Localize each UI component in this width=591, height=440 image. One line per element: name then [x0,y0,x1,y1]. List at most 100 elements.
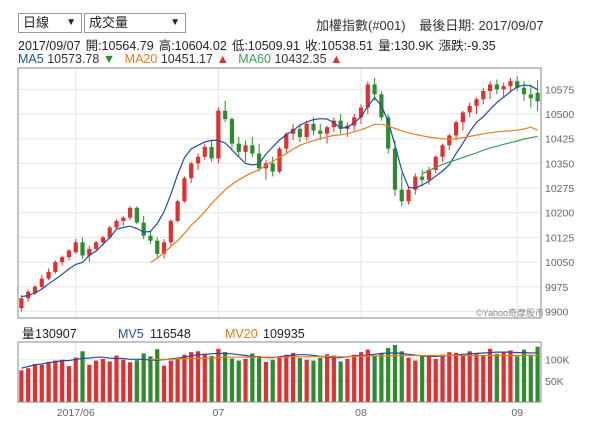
last-date-label: 最後日期: [419,18,475,33]
candle-body [331,120,336,128]
change-label: 漲跌: [438,39,468,53]
chevron-down-icon: ▼ [66,17,76,28]
chart-title: 加權指數(#001) [316,18,406,33]
volume-bar [236,360,241,402]
volume-bar [73,357,78,402]
volume-bar [379,353,384,402]
candle-body [46,271,51,279]
volume-bar [535,346,540,402]
volume-bar [453,352,459,402]
candle-body [257,153,262,169]
volume-bar [440,354,445,402]
candle-body [73,242,78,253]
close-value: 10538.51 [320,39,374,53]
last-date-value: 2017/09/07 [478,18,544,33]
volume-average-lines [21,351,538,369]
ma-line-ma60 [421,135,538,175]
volume-bar [284,354,289,402]
x-tick-label: 07 [213,407,225,419]
high-value: 10604.02 [174,39,227,53]
candle-body [216,110,221,159]
volume-bar [365,349,370,402]
price-y-tick-label: 10575 [545,84,574,96]
close-label: 收: [304,39,321,53]
volume-bar [386,347,391,402]
volume-bar [481,355,486,402]
volume-bar [528,354,533,402]
candle-body [494,84,499,90]
watermark: ©Yahoo奇摩股市 [476,307,544,318]
volume-bar [324,354,330,402]
volume-bar [426,356,432,402]
volume-bar [127,362,133,402]
candle-body [39,278,44,287]
chart-header: 加權指數(#001) 最後日期: 2017/09/07 [316,15,544,34]
low-label: 低: [231,39,248,53]
candle-body [413,176,418,190]
ma20-label: MA20 [124,52,158,66]
candlestick-series [19,76,540,312]
volume-bar [467,351,472,402]
volume-line-mv20 [150,354,538,361]
volume-label: 量: [378,39,395,53]
candle-body [420,176,425,180]
volume-bar [53,360,58,402]
volume-bars [19,344,540,402]
volume-bar [338,361,343,402]
candle-body [297,128,302,138]
change-value: -9.35 [467,39,496,53]
volume-bar [175,358,180,402]
candle-body [32,286,38,294]
price-y-tick-label: 10350 [545,158,574,170]
candle-body [277,148,282,172]
volume-bar [216,348,221,402]
ma5-label: MA5 [18,52,44,66]
indicator-select[interactable]: 成交量 ▼ [84,13,186,33]
volume-bar [209,355,214,402]
price-panel-border [17,67,542,319]
volume-bar [420,355,425,402]
candle-body [352,117,357,126]
volume-bar [474,353,479,402]
volume-value: 130.9K [394,39,434,53]
volume-bar [39,364,44,402]
volume-bar [141,353,146,402]
volume-bar [32,363,38,402]
price-y-tick-label: 10500 [545,109,574,121]
candle-body [114,220,119,228]
candle-body [290,128,296,134]
candle-body [127,207,133,218]
candle-body [236,143,241,152]
axes: 9900 9975 10050 10125 10200 10275 10350 10425 10… [17,67,574,419]
volume-bar [46,361,51,402]
candle-body [535,92,540,102]
up-arrow-icon: ▲ [216,52,229,66]
price-y-tick-label: 10275 [545,183,574,195]
candle-body [460,112,465,123]
ma60-label: MA60 [238,52,271,66]
candle-body [168,220,173,243]
candle-body [453,122,459,136]
candle-body [338,120,343,129]
ma20-value: 10451.17 [160,52,213,66]
vol-value: 130907 [35,327,77,341]
candle-body [100,237,106,243]
x-tick-label: 09 [511,407,523,419]
candle-body [311,123,316,131]
period-select[interactable]: 日線 ▼ [18,13,82,33]
volume-bar [243,358,248,402]
volume-bar [447,352,452,402]
candle-body [406,189,411,202]
price-y-tick-label: 9975 [545,282,569,294]
volume-bar [161,365,167,402]
candle-body [195,156,201,164]
price-y-tick-label: 10050 [545,257,574,269]
ma-line-ma5 [21,84,538,298]
price-grid [18,68,541,318]
candle-body [284,133,289,149]
candle-body [182,178,187,202]
period-select-value: 日線 [23,15,50,30]
volume-bar [155,349,160,402]
volume-bar [304,359,309,402]
